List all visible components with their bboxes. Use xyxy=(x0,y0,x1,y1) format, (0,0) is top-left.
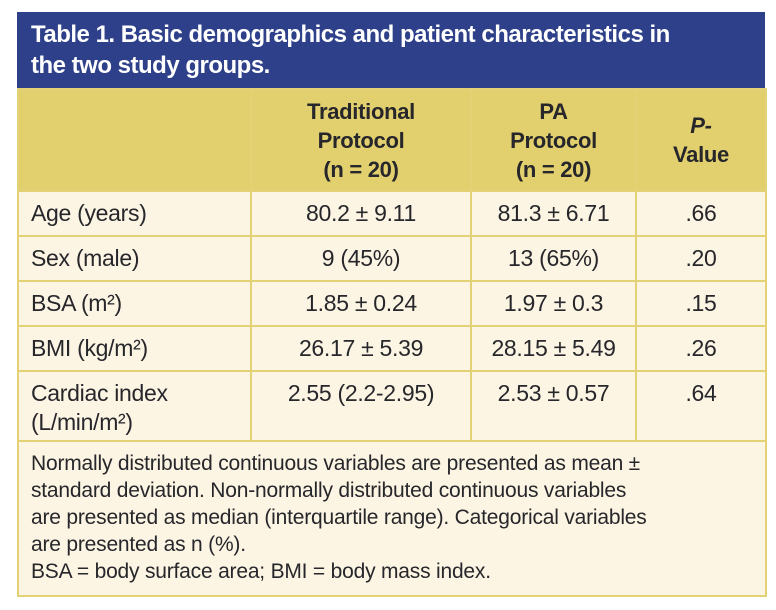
cardiac-index-pvalue-cell: .64 xyxy=(635,370,767,442)
row-age: Age (years) 80.2 ± 9.11 81.3 ± 6.71 .66 xyxy=(17,190,767,237)
bmi-pvalue-cell: .26 xyxy=(635,325,767,372)
bsa-pa-cell: 1.97 ± 0.3 xyxy=(470,280,637,327)
table-1-figure: Table 1. Basic demographics and patient … xyxy=(17,12,767,597)
row-bmi: BMI (kg/m²) 26.17 ± 5.39 28.15 ± 5.49 .2… xyxy=(17,325,767,372)
table-title-line-1: Table 1. Basic demographics and patient … xyxy=(31,21,670,48)
demographics-table: Traditional Protocol (n = 20) PA Protoco… xyxy=(17,88,767,597)
cardiac-index-traditional-cell: 2.55 (2.2-2.95) xyxy=(250,370,472,442)
footnote-abbreviations: BSA = body surface area; BMI = body mass… xyxy=(31,560,491,583)
header-p-value: P- Value xyxy=(635,88,767,192)
sex-pa-cell: 13 (65%) xyxy=(470,235,637,282)
p-value-rest-part: Value xyxy=(673,142,729,167)
header-pa-protocol: PA Protocol (n = 20) xyxy=(470,88,637,192)
row-cardiac-index: Cardiac index (L/min/m²) 2.55 (2.2-2.95)… xyxy=(17,370,767,442)
bsa-label-cell: BSA (m²) xyxy=(17,280,252,327)
table-title-line-2: the two study groups. xyxy=(31,52,270,79)
row-bsa: BSA (m²) 1.85 ± 0.24 1.97 ± 0.3 .15 xyxy=(17,280,767,327)
footnote-row: Normally distributed continuous variable… xyxy=(17,440,767,597)
bsa-pvalue-cell: .15 xyxy=(635,280,767,327)
header-variable-empty xyxy=(17,88,252,192)
cardiac-index-pa-cell: 2.53 ± 0.57 xyxy=(470,370,637,442)
cardiac-index-label-cell: Cardiac index (L/min/m²) xyxy=(17,370,252,442)
bsa-traditional-cell: 1.85 ± 0.24 xyxy=(250,280,472,327)
row-sex: Sex (male) 9 (45%) 13 (65%) .20 xyxy=(17,235,767,282)
footnote-paragraph: Normally distributed continuous variable… xyxy=(31,452,647,556)
bmi-label-cell: BMI (kg/m²) xyxy=(17,325,252,372)
age-label-cell: Age (years) xyxy=(17,190,252,237)
p-value-italic-part: P- xyxy=(690,113,712,138)
header-traditional-protocol: Traditional Protocol (n = 20) xyxy=(250,88,472,192)
sex-label-cell: Sex (male) xyxy=(17,235,252,282)
age-pa-cell: 81.3 ± 6.71 xyxy=(470,190,637,237)
footnote-cell: Normally distributed continuous variable… xyxy=(17,440,767,597)
sex-traditional-cell: 9 (45%) xyxy=(250,235,472,282)
age-pvalue-cell: .66 xyxy=(635,190,767,237)
bmi-pa-cell: 28.15 ± 5.49 xyxy=(470,325,637,372)
table-title-bar: Table 1. Basic demographics and patient … xyxy=(17,12,765,88)
age-traditional-cell: 80.2 ± 9.11 xyxy=(250,190,472,237)
sex-pvalue-cell: .20 xyxy=(635,235,767,282)
header-row: Traditional Protocol (n = 20) PA Protoco… xyxy=(17,88,767,192)
bmi-traditional-cell: 26.17 ± 5.39 xyxy=(250,325,472,372)
